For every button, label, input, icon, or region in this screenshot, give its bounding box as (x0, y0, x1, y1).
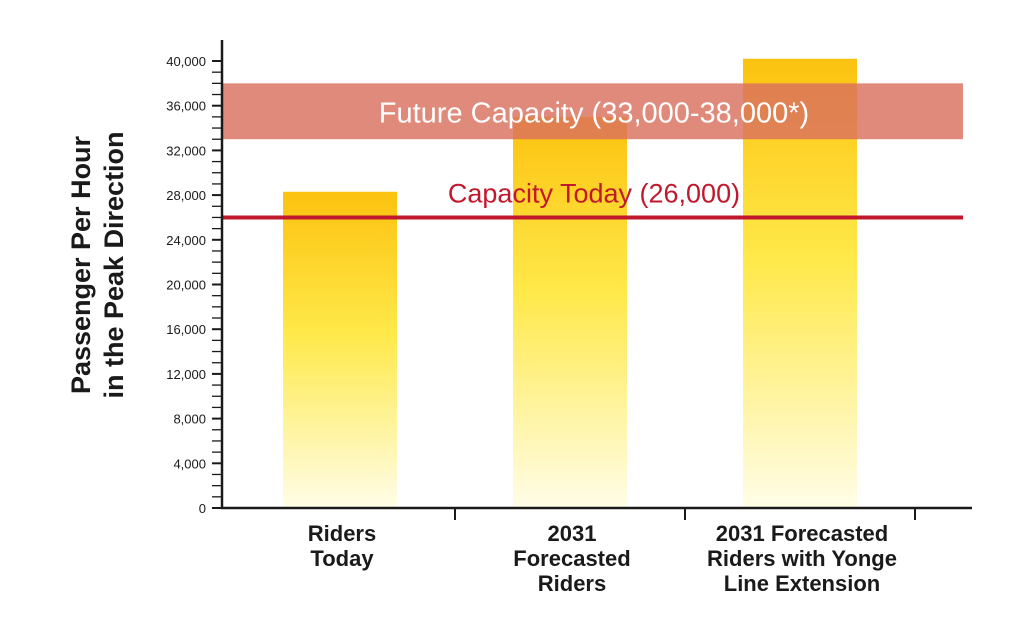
y-tick-label: 28,000 (166, 188, 206, 203)
y-axis-label-line: in the Peak Direction (99, 131, 129, 398)
y-tick-label: 40,000 (166, 54, 206, 69)
y-tick-label: 24,000 (166, 233, 206, 248)
y-tick-label: 0 (199, 501, 206, 516)
y-tick-label: 4,000 (173, 456, 206, 471)
x-category-label: 2031 Forecasted Riders (513, 521, 630, 596)
x-category-label: Riders Today (308, 521, 376, 571)
y-tick-label: 16,000 (166, 322, 206, 337)
y-axis-label: Passenger Per Hour in the Peak Direction (66, 131, 129, 398)
y-ticks: 0 4,000 8,000 12,000 16,000 20,000 24,000 28,00… (166, 54, 222, 516)
axes (220, 40, 972, 520)
y-tick-label: 12,000 (166, 367, 206, 382)
capacity-today-line: Capacity Today (26,000) (222, 178, 963, 220)
y-tick-label: 8,000 (173, 412, 206, 427)
x-category-label: 2031 Forecasted Riders with Yonge Line Ext… (707, 521, 897, 596)
bar (283, 191, 397, 508)
y-axis-label-line: Passenger Per Hour (66, 135, 96, 394)
bar (513, 116, 627, 508)
future-capacity-band-rect (223, 83, 963, 140)
x-category-label-line: Line Extension (724, 571, 880, 596)
future-capacity-band: Future Capacity (33,000-38,000*) (223, 83, 963, 140)
x-category-label-line: 2031 Forecasted (716, 521, 888, 546)
x-category-label-line: Today (310, 546, 374, 571)
capacity-today-label: Capacity Today (26,000) (448, 178, 740, 208)
x-category-label-line: Riders with Yonge (707, 546, 897, 571)
x-category-label-line: 2031 (548, 521, 597, 546)
y-tick-label: 20,000 (166, 278, 206, 293)
y-tick-label: 36,000 (166, 99, 206, 114)
x-category-label-line: Forecasted (513, 546, 630, 571)
y-tick-label: 32,000 (166, 143, 206, 158)
future-capacity-label: Future Capacity (33,000-38,000*) (379, 97, 809, 129)
x-category-label-line: Riders (308, 521, 376, 546)
x-category-label-line: Riders (538, 571, 606, 596)
y-axis-title: Passenger Per Hour in the Peak Direction (66, 131, 129, 398)
